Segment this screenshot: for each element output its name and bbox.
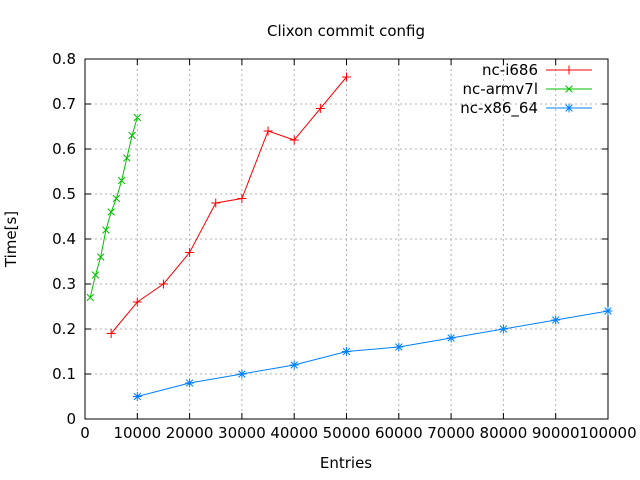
y-tick-label: 0: [66, 410, 76, 428]
x-tick-label: 60000: [375, 424, 423, 442]
plot-border: [84, 58, 609, 420]
chart-title: Clixon commit config: [267, 22, 425, 40]
series-markers-nc-armv7l: [86, 113, 142, 302]
x-tick-label: 80000: [480, 424, 528, 442]
y-tick-label: 0.3: [52, 275, 76, 293]
y-tick-label: 0.4: [52, 230, 76, 248]
x-tick-label: 40000: [270, 424, 318, 442]
y-axis-label: Time[s]: [2, 211, 20, 268]
y-tick-label: 0.6: [52, 140, 76, 158]
axes: 0 10000 20000 30000 40000 50000 60000 70000 8000…: [52, 50, 636, 442]
x-tick-label: 90000: [532, 424, 580, 442]
legend-label-nc-x86_64: nc-x86_64: [460, 99, 538, 118]
y-tick-label: 0.5: [52, 185, 76, 203]
y-tick-label: 0.8: [52, 50, 76, 68]
y-tick-label: 0.7: [52, 95, 76, 113]
y-tick-label: 0.1: [52, 365, 76, 383]
legend-label-nc-armv7l: nc-armv7l: [463, 80, 538, 98]
legend-sample-nc-i686: [546, 65, 592, 75]
series-markers-nc-x86_64: [132, 306, 613, 401]
legend-sample-nc-armv7l: [546, 85, 592, 93]
x-tick-label: 70000: [427, 424, 475, 442]
x-tick-label: 30000: [218, 424, 266, 442]
x-tick-label: 10000: [113, 424, 161, 442]
series-line-nc-x86_64: [137, 310, 609, 397]
data-series: [86, 72, 613, 401]
x-tick-label: 50000: [323, 424, 371, 442]
x-tick-label: 20000: [166, 424, 214, 442]
x-tick-label: 100000: [579, 424, 636, 442]
series-line-nc-i686: [110, 76, 347, 334]
x-tick-label: 0: [80, 424, 90, 442]
series-markers-nc-i686: [106, 72, 351, 338]
legend-sample-nc-x86_64: [546, 103, 592, 113]
legend-label-nc-i686: nc-i686: [482, 61, 538, 79]
x-axis-label: Entries: [320, 454, 372, 472]
y-tick-label: 0.2: [52, 320, 76, 338]
series-line-nc-armv7l: [89, 117, 138, 298]
